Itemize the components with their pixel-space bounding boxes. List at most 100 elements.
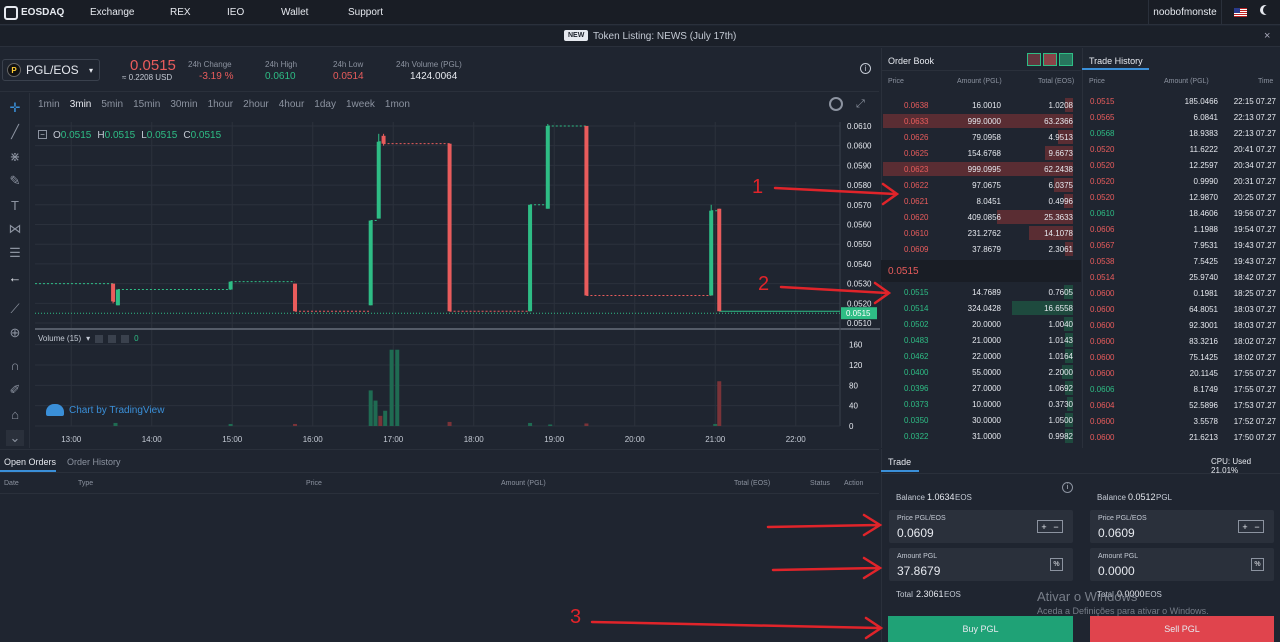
volume-study-label[interactable]: Volume (15) [38, 334, 82, 343]
nav-exchange[interactable]: Exchange [90, 7, 135, 18]
ohlc-toggle-icon[interactable]: − [38, 130, 47, 139]
bid-row[interactable]: 0.0396 27.0000 1.0692 [881, 380, 1081, 396]
buy-amount-field[interactable]: Amount PGL 37.8679 % [889, 548, 1073, 581]
banner-text[interactable]: Token Listing: NEWS (July 17th) [593, 31, 737, 42]
orders-panel [0, 449, 879, 642]
sell-amount-field[interactable]: Amount PGL 0.0000 % [1090, 548, 1274, 581]
trade-time: 18:02 07.27 [1233, 337, 1276, 346]
ask-row[interactable]: 0.0621 8.0451 0.4996 [881, 193, 1081, 209]
info-icon[interactable]: i [1062, 482, 1073, 493]
bid-row[interactable]: 0.0373 10.0000 0.3730 [881, 396, 1081, 412]
interval-1hour[interactable]: 1hour [207, 99, 234, 110]
view-bids-icon[interactable] [1059, 53, 1073, 66]
buy-price-field[interactable]: Price PGL/EOS 0.0609 + − [889, 510, 1073, 543]
pattern-icon[interactable]: ⋈ [8, 221, 22, 236]
nav-ieo[interactable]: IEO [227, 7, 245, 18]
last-price-usd: ≈ 0.2208 USD [122, 73, 173, 82]
close-icon[interactable]: × [1264, 30, 1271, 42]
bid-row[interactable]: 0.0502 20.0000 1.0040 [881, 316, 1081, 332]
ask-row[interactable]: 0.0633 999.0000 63.2366 [881, 113, 1081, 129]
ask-row[interactable]: 0.0626 79.0958 4.9513 [881, 129, 1081, 145]
us-flag-icon[interactable] [1234, 8, 1247, 17]
percent-icon[interactable]: % [1251, 558, 1264, 571]
back-arrow-icon[interactable]: ← [8, 269, 22, 285]
bid-row[interactable]: 0.0400 55.0000 2.2000 [881, 364, 1081, 380]
bid-row[interactable]: 0.0322 31.0000 0.9982 [881, 428, 1081, 444]
interval-1day[interactable]: 1day [314, 99, 336, 110]
zoom-icon[interactable]: ⊕ [9, 325, 21, 340]
sell-price-value[interactable]: 0.0609 [1098, 526, 1135, 540]
tab-order-history[interactable]: Order History [67, 457, 121, 467]
ask-row[interactable]: 0.0620 409.0856 25.3633 [881, 209, 1081, 225]
percent-icon[interactable]: % [1050, 558, 1063, 571]
bid-row[interactable]: 0.0514 324.0428 16.6558 [881, 300, 1081, 316]
info-icon[interactable]: i [860, 63, 871, 74]
trendline-icon[interactable]: ╱ [11, 124, 19, 139]
nav-support[interactable]: Support [348, 7, 384, 18]
bid-row[interactable]: 0.0483 21.0000 1.0143 [881, 332, 1081, 348]
price-stepper[interactable]: + − [1037, 520, 1063, 533]
ask-price: 0.0609 [904, 245, 929, 254]
minus-icon[interactable]: − [1254, 521, 1260, 532]
logo[interactable]: EOSDAQ [4, 5, 64, 20]
price-chart[interactable]: 13:00 14:00 15:00 16:00 17:00 18:00 19:00 20:00… [35, 122, 880, 448]
interval-5min[interactable]: 5min [101, 99, 124, 110]
lock-draw-icon[interactable]: ✐ [9, 382, 21, 397]
interval-1min[interactable]: 1min [38, 99, 60, 110]
lock-icon[interactable]: ⌂ [11, 406, 19, 422]
interval-2hour[interactable]: 2hour [243, 99, 269, 110]
sell-price-field[interactable]: Price PGL/EOS 0.0609 + − [1090, 510, 1274, 543]
buy-amount-value[interactable]: 37.8679 [897, 564, 941, 578]
settings-gear-icon[interactable] [829, 97, 843, 111]
price-stepper[interactable]: + − [1238, 520, 1264, 533]
interval-15min[interactable]: 15min [133, 99, 161, 110]
ask-row[interactable]: 0.0623 999.0995 62.2438 [881, 161, 1081, 177]
chevron-down-icon[interactable]: ▾ [86, 334, 91, 343]
ask-row[interactable]: 0.0638 16.0010 1.0208 [881, 97, 1081, 113]
ask-price: 0.0610 [904, 229, 929, 238]
fullscreen-icon[interactable]: ⤢ [856, 98, 865, 110]
chevron-down-icon[interactable]: ⌄ [6, 430, 24, 446]
ask-row[interactable]: 0.0622 97.0675 6.0375 [881, 177, 1081, 193]
buy-button[interactable]: Buy PGL [888, 616, 1073, 642]
close-icon[interactable] [121, 334, 130, 343]
volume-bar [378, 415, 383, 426]
plus-icon[interactable]: + [1041, 521, 1047, 532]
brush-icon[interactable]: ✎ [9, 173, 21, 188]
interval-3min[interactable]: 3min [69, 99, 92, 110]
pair-selector[interactable]: P PGL/EOS ▾ [2, 59, 100, 81]
ask-row[interactable]: 0.0609 37.8679 2.3061 [881, 241, 1081, 257]
view-both-icon[interactable] [1027, 53, 1041, 66]
tradingview-watermark[interactable]: Chart by TradingView [46, 404, 164, 416]
bid-row[interactable]: 0.0462 22.0000 1.0164 [881, 348, 1081, 364]
crosshair-icon[interactable]: ✛ [9, 100, 21, 115]
bid-row[interactable]: 0.0350 30.0000 1.0500 [881, 412, 1081, 428]
view-asks-icon[interactable] [1043, 53, 1057, 66]
fib-icon[interactable]: ⋇ [9, 149, 21, 164]
prediction-icon[interactable]: ☰ [9, 245, 21, 260]
trade-time: 22:13 07.27 [1233, 129, 1276, 138]
buy-price-value[interactable]: 0.0609 [897, 526, 934, 540]
ask-row[interactable]: 0.0625 154.6768 9.6673 [881, 145, 1081, 161]
user-account[interactable]: noobofmonste [1148, 0, 1222, 25]
eye-icon[interactable] [95, 334, 104, 343]
candle-body [717, 208, 722, 312]
plus-icon[interactable]: + [1242, 521, 1248, 532]
tab-open-orders[interactable]: Open Orders [4, 457, 57, 467]
sell-amount-value[interactable]: 0.0000 [1098, 564, 1135, 578]
nav-rex[interactable]: REX [170, 7, 191, 18]
bid-price: 0.0514 [904, 304, 929, 313]
nav-wallet[interactable]: Wallet [281, 7, 309, 18]
interval-1mon[interactable]: 1mon [384, 99, 410, 110]
interval-30min[interactable]: 30min [170, 99, 198, 110]
interval-4hour[interactable]: 4hour [278, 99, 305, 110]
minus-icon[interactable]: − [1053, 521, 1059, 532]
magnet-icon[interactable]: ∩ [10, 357, 20, 373]
sell-button[interactable]: Sell PGL [1090, 616, 1274, 642]
bid-row[interactable]: 0.0515 14.7689 0.7605 [881, 284, 1081, 300]
interval-1week[interactable]: 1week [345, 99, 375, 110]
ruler-icon[interactable]: ⟋ [10, 301, 20, 316]
text-tool-icon[interactable]: T [11, 197, 19, 213]
ask-row[interactable]: 0.0610 231.2762 14.1078 [881, 225, 1081, 241]
settings-icon[interactable] [108, 334, 117, 343]
